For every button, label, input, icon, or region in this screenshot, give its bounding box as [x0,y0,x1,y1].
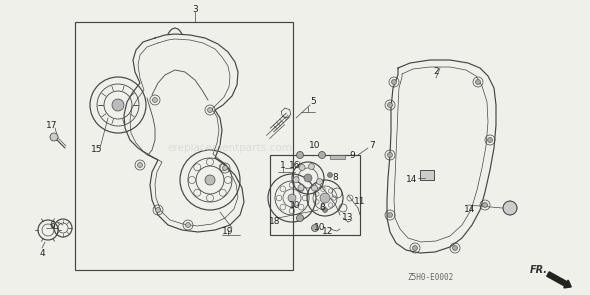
Circle shape [208,107,212,112]
Text: 8: 8 [319,204,325,212]
Circle shape [222,165,228,171]
Circle shape [316,178,323,185]
Circle shape [297,152,303,158]
Circle shape [503,201,517,215]
Text: 16: 16 [289,160,301,170]
Text: 8: 8 [332,173,338,181]
Circle shape [309,163,314,170]
Circle shape [137,163,143,168]
Circle shape [319,152,326,158]
Text: 1: 1 [280,160,286,170]
Circle shape [388,212,392,217]
Circle shape [312,224,319,232]
Circle shape [327,173,333,178]
Circle shape [152,98,158,102]
FancyArrow shape [547,272,571,288]
Circle shape [453,245,457,250]
Bar [420,170,434,180]
Text: 6: 6 [49,222,55,230]
Text: 18: 18 [269,217,281,227]
Text: 15: 15 [91,145,103,155]
Bar [75,22,293,270]
Text: 10: 10 [289,201,301,209]
Circle shape [312,185,317,191]
Circle shape [483,202,487,207]
Bar [420,170,434,180]
Circle shape [156,207,160,212]
Circle shape [388,153,392,158]
Text: ereplacementparts.com: ereplacementparts.com [168,143,293,153]
Text: 11: 11 [354,197,366,206]
Circle shape [50,133,58,141]
Text: Z5H0-E0002: Z5H0-E0002 [407,273,453,283]
Circle shape [297,214,303,222]
Text: 5: 5 [310,98,316,106]
Text: 14: 14 [464,206,476,214]
Circle shape [476,79,480,84]
Circle shape [412,245,418,250]
Circle shape [299,165,305,171]
Bar [270,155,360,235]
Text: 13: 13 [342,214,354,222]
Text: 10: 10 [314,224,326,232]
Circle shape [323,207,327,212]
Text: 3: 3 [192,6,198,14]
Text: 14: 14 [407,176,418,184]
Circle shape [298,185,304,191]
Text: 7: 7 [369,140,375,150]
Text: 19: 19 [222,227,234,237]
Bar [330,155,345,159]
Circle shape [487,137,493,142]
Circle shape [388,102,392,107]
Circle shape [392,79,396,84]
Circle shape [205,175,215,185]
Circle shape [293,177,299,183]
Text: 17: 17 [46,120,58,130]
Text: 9: 9 [349,150,355,160]
Text: 4: 4 [39,248,45,258]
Circle shape [288,194,296,202]
Circle shape [304,174,312,182]
Circle shape [112,99,124,111]
Circle shape [185,222,191,227]
Circle shape [320,193,330,203]
Text: 2: 2 [433,68,439,76]
Text: 12: 12 [322,227,334,237]
Text: 10: 10 [309,140,321,150]
Text: FR.: FR. [530,265,548,275]
